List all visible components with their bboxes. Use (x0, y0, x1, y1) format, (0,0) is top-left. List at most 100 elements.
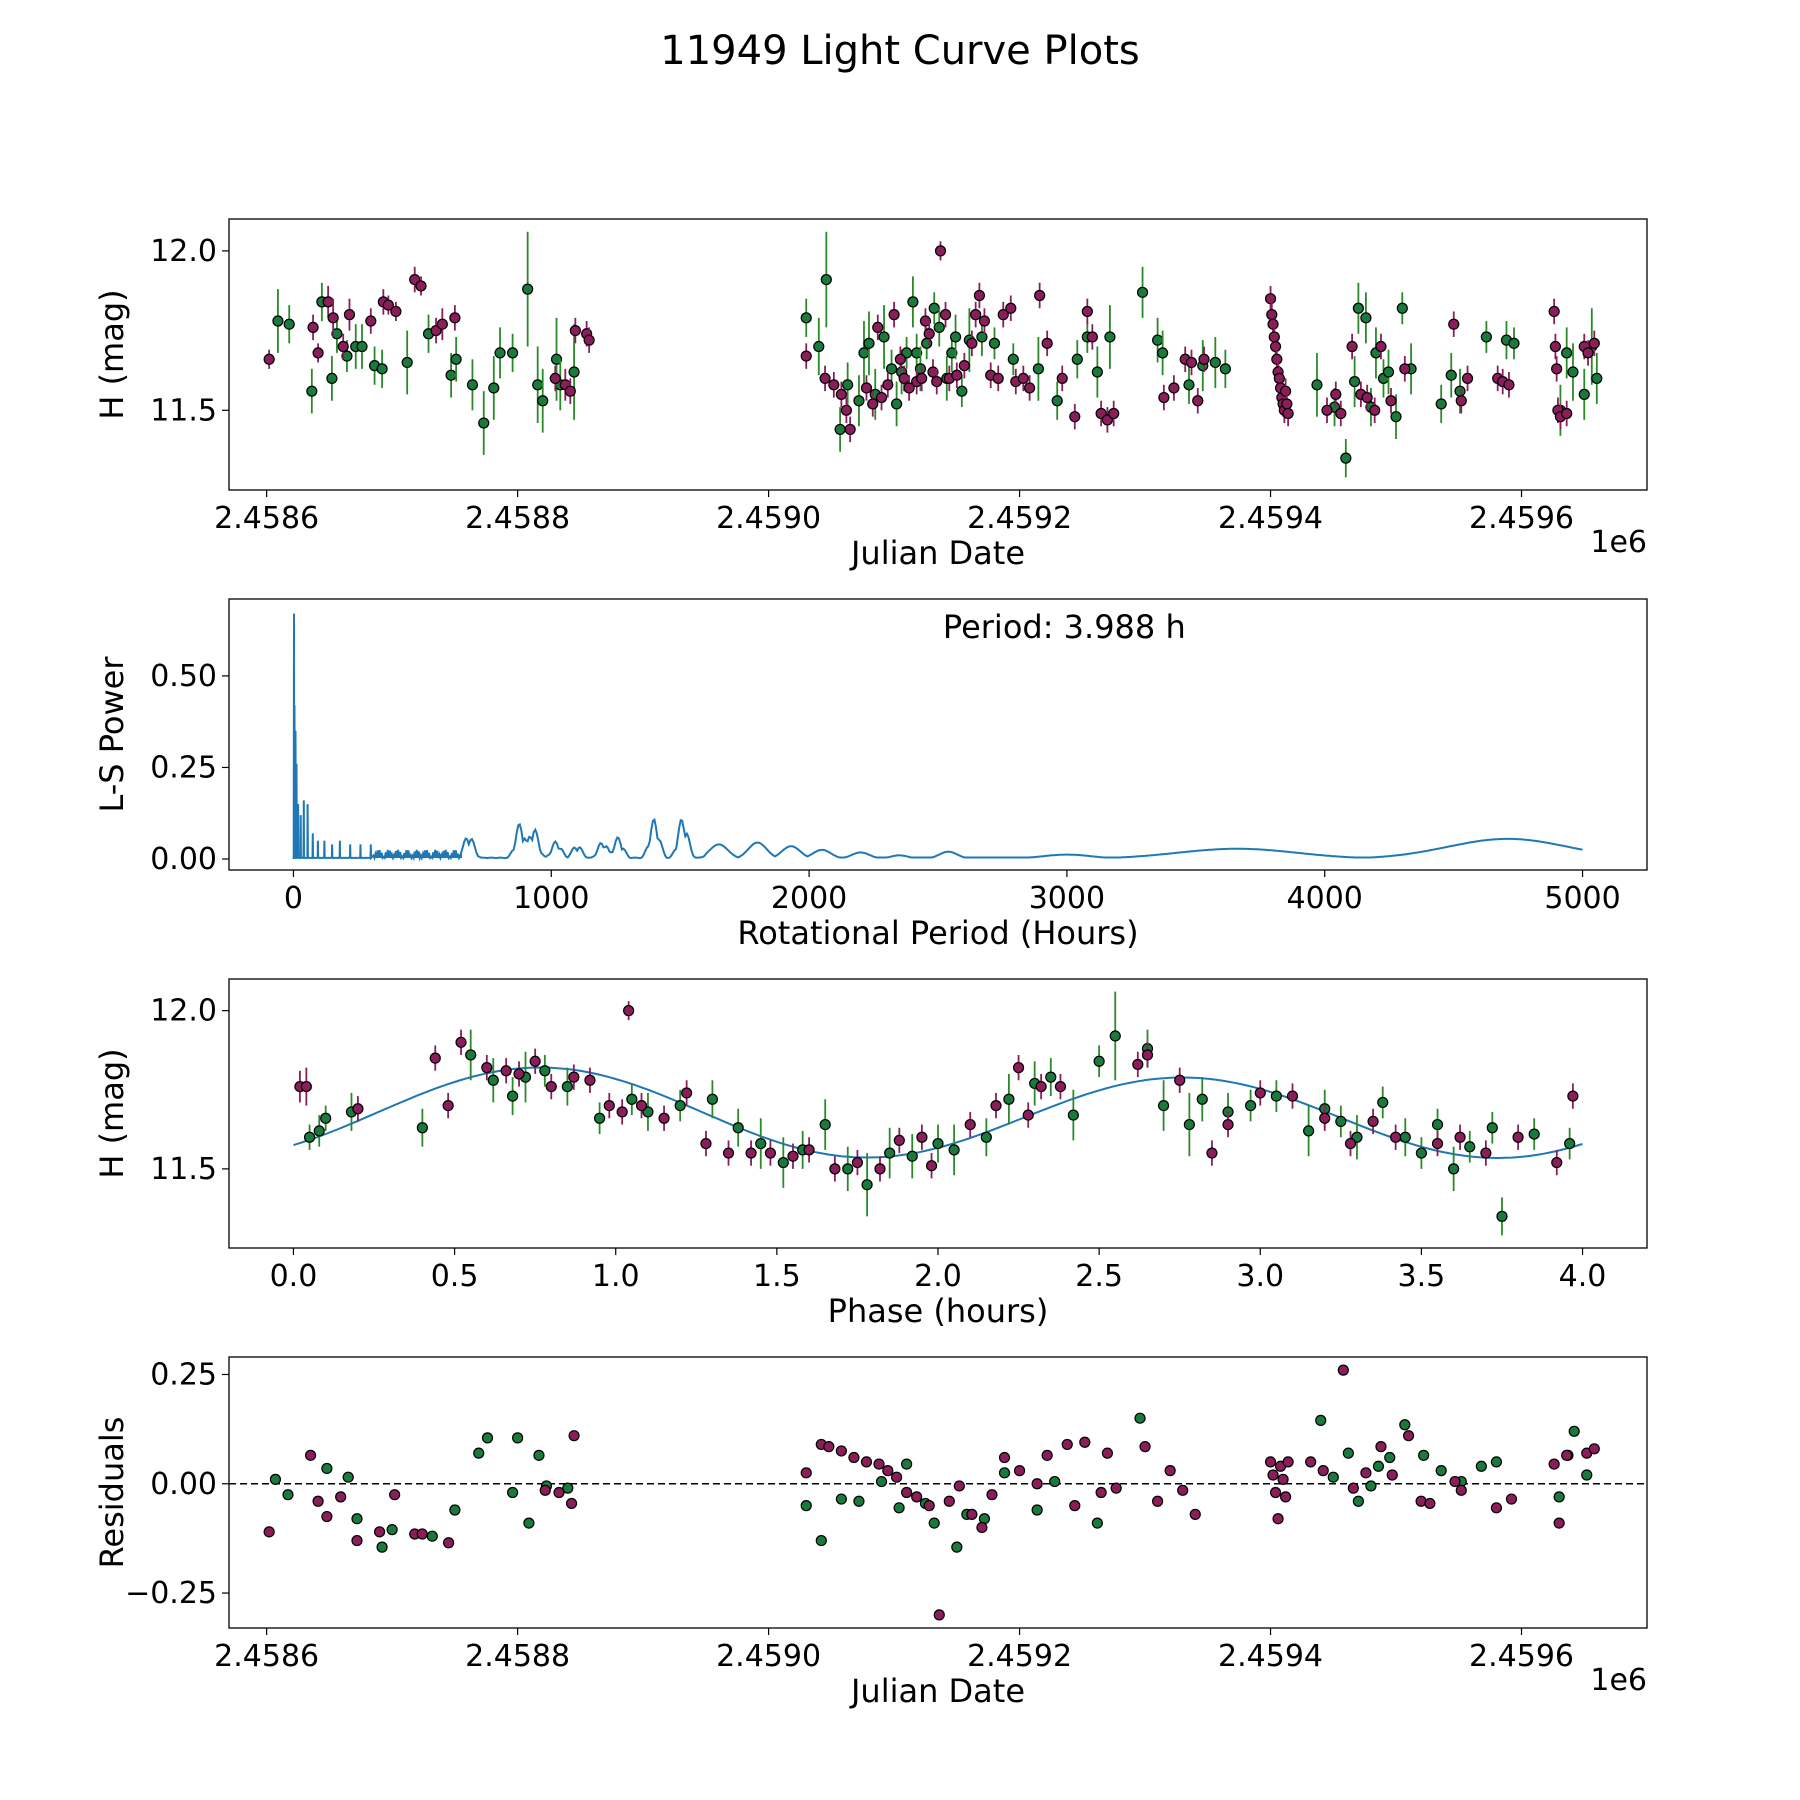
y-tick-label: 0.25 (150, 1357, 217, 1392)
data-point-purple (569, 324, 581, 337)
data-point-purple (513, 1068, 525, 1080)
data-point-purple (882, 1465, 894, 1477)
x-tick-label: 2.5 (1075, 1259, 1123, 1294)
data-point-green (626, 1093, 638, 1105)
data-point-purple (635, 1099, 648, 1112)
plot-area (292, 613, 1583, 862)
data-point-green (884, 1147, 896, 1159)
data-point-purple (1385, 395, 1397, 407)
data-point-green (949, 331, 962, 343)
data-point-purple (1548, 305, 1560, 318)
data-point-purple (964, 1118, 976, 1131)
y-axis-label: L-S Power (93, 656, 131, 813)
data-point-green (1183, 1118, 1195, 1131)
data-point-green (1340, 452, 1352, 464)
data-point-green (813, 340, 825, 353)
data-point-green (1365, 1480, 1377, 1492)
data-point-green (1045, 1071, 1057, 1083)
x-offset-label: 1e6 (1590, 525, 1647, 560)
data-point-purple (539, 1484, 551, 1496)
data-point-green (1480, 331, 1492, 343)
data-point-green (1071, 353, 1083, 365)
y-axis-label: Residuals (93, 1417, 131, 1569)
data-point-green (550, 353, 563, 365)
data-point-green (1360, 312, 1372, 324)
y-axis-label: H (mag) (93, 289, 131, 419)
data-point-purple (1267, 318, 1279, 330)
data-point-purple (978, 315, 991, 327)
x-tick-label: 1000 (513, 881, 589, 916)
data-point-purple (322, 296, 334, 308)
data-point-purple (800, 350, 812, 362)
data-point-green (494, 347, 506, 359)
data-point-purple (835, 388, 847, 400)
data-point-green (342, 1471, 354, 1483)
data-point-purple (819, 372, 831, 385)
data-point-purple (565, 1497, 578, 1510)
data-point-green (1315, 1414, 1327, 1426)
x-offset-label: 1e6 (1590, 1663, 1647, 1698)
data-point-green (1104, 331, 1116, 343)
data-point-green (878, 331, 890, 343)
data-point-purple (1279, 385, 1292, 397)
data-point-purple (1254, 1087, 1266, 1099)
data-point-purple (1164, 1465, 1176, 1477)
x-tick-label: 2.4592 (967, 501, 1072, 536)
data-point-purple (1424, 1497, 1436, 1510)
data-point-purple (1553, 1517, 1565, 1529)
x-tick-label: 3.5 (1398, 1259, 1446, 1294)
data-point-green (1051, 395, 1063, 407)
data-point-purple (800, 1467, 812, 1479)
data-point-purple (860, 382, 873, 394)
data-point-purple (1321, 404, 1333, 416)
data-point-purple (449, 312, 461, 324)
data-point-purple (934, 245, 947, 257)
data-point-purple (1360, 1467, 1372, 1479)
data-point-green (976, 331, 988, 343)
data-point-purple (925, 1160, 938, 1172)
data-point-purple (973, 289, 986, 302)
data-point-purple (939, 309, 952, 321)
data-point-purple (1024, 382, 1036, 394)
data-point-green (1399, 1419, 1411, 1431)
data-point-purple (1455, 1484, 1467, 1496)
data-point-green (594, 1112, 606, 1124)
panel-phased: 0.0 0.5 1.0 1.5 2.0 2.5 3.0 3.5 4.0 11.5 12.0 Phase… (93, 978, 1648, 1330)
y-tick-label: 12.0 (150, 994, 217, 1029)
data-point-green (533, 1449, 545, 1461)
data-point-purple (1431, 1137, 1444, 1150)
data-point-purple (1264, 1456, 1277, 1468)
data-point-purple (1272, 1513, 1284, 1525)
data-point-green (1335, 1115, 1347, 1128)
data-point-green (820, 273, 832, 286)
data-point-green (842, 1163, 854, 1175)
y-axis-label: H (mag) (93, 1048, 131, 1178)
data-point-purple (1454, 1131, 1466, 1143)
data-point-purple (1512, 1131, 1524, 1143)
data-point-purple (1449, 1475, 1461, 1488)
x-axis-label: Julian Date (849, 534, 1025, 572)
x-tick-label: 2.4590 (716, 1639, 821, 1674)
data-point-purple (873, 1458, 885, 1470)
data-point-purple (442, 1099, 454, 1112)
data-point-green (1311, 379, 1323, 391)
data-point-purple (1505, 1493, 1518, 1505)
data-point-purple (1282, 407, 1294, 420)
data-point-purple (327, 312, 339, 324)
data-point-purple (529, 1055, 541, 1067)
data-point-purple (851, 1156, 864, 1169)
data-point-green (487, 1074, 499, 1086)
data-point-green (1448, 1163, 1460, 1175)
data-point-purple (443, 1537, 455, 1549)
data-point-green (1377, 1096, 1389, 1109)
data-point-green (1445, 369, 1457, 381)
data-point-green (853, 1495, 865, 1507)
data-point-purple (1390, 1131, 1402, 1143)
data-point-green (1581, 1469, 1593, 1481)
data-point-green (901, 1458, 913, 1470)
data-point-green (1591, 372, 1603, 385)
data-point-purple (1551, 1156, 1563, 1169)
data-point-green (815, 1534, 827, 1547)
x-tick-label: 1.0 (592, 1259, 640, 1294)
data-point-purple (848, 1451, 860, 1464)
